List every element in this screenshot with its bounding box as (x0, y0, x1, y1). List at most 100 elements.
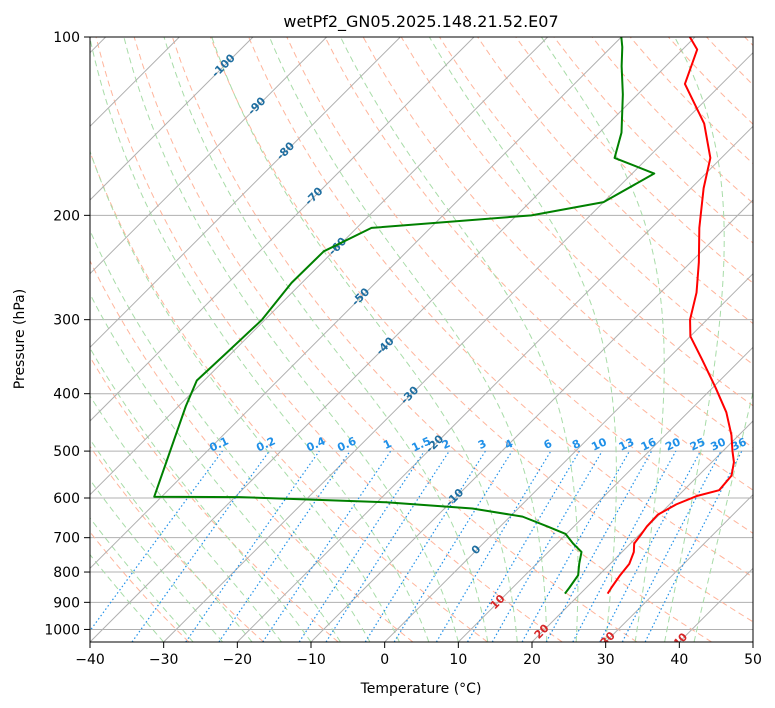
mixing-ratio-line (644, 450, 743, 642)
y-tick-label: 400 (53, 387, 80, 403)
plot-frame (89, 36, 754, 643)
isotherm-line (163, 51, 753, 642)
isotherm-line (531, 420, 753, 642)
dry-adiabat-line (706, 37, 753, 86)
isotherm-line (236, 125, 753, 642)
x-tick-label: −40 (75, 652, 105, 668)
isotherm-line (457, 346, 753, 642)
y-tick-label: 200 (53, 208, 80, 224)
isotherm-line (90, 37, 254, 201)
dry-adiabat-line (744, 37, 753, 47)
isotherm-line (90, 37, 696, 642)
dry-adiabat-line (171, 37, 712, 642)
mixing-ratio-label: 16 (639, 435, 659, 453)
isotherm-label: 30 (598, 629, 618, 649)
dry-adiabat-line (133, 37, 638, 642)
moist-adiabat-line (163, 37, 489, 642)
mixing-ratio-line (218, 450, 351, 642)
isotherm-label: -100 (209, 51, 238, 80)
mixing-ratio-line (325, 450, 450, 642)
x-tick-label: −10 (296, 652, 326, 668)
dewpoint-profile-line (153, 37, 656, 595)
mixing-ratio-line (521, 450, 631, 642)
dry-adiabat-line (90, 356, 339, 642)
y-tick-label: 600 (53, 491, 80, 507)
isotherm-label: 40 (670, 630, 690, 650)
x-axis-label: Temperature (°C) (360, 681, 482, 697)
mixing-ratio-line (545, 450, 653, 642)
moist-adiabat-line (90, 292, 341, 642)
moist-adiabat-line (90, 149, 400, 642)
moist-adiabat-line (90, 517, 194, 642)
dry-adiabat-line (477, 37, 753, 325)
moist-adiabat-line (693, 390, 753, 642)
dry-adiabat-line (515, 37, 753, 284)
dry-adiabat-line (668, 37, 753, 125)
mixing-ratio-label: 20 (663, 435, 683, 453)
moist-adiabat-line (211, 37, 518, 642)
dry-adiabat-line (286, 37, 753, 534)
mixing-ratio-label: 30 (708, 435, 728, 453)
isotherm-line (605, 493, 753, 642)
isotherm-line (90, 37, 622, 570)
isotherm-line (384, 272, 753, 642)
moist-adiabat-line (428, 37, 617, 642)
dry-adiabat-line (248, 37, 753, 578)
moist-adiabat-line (90, 395, 282, 642)
dry-adiabat-line (95, 37, 563, 642)
mixing-ratio-label: 2 (440, 437, 452, 452)
mixing-ratio-line (185, 450, 320, 642)
mixing-ratio-label: 8 (570, 437, 582, 452)
dry-adiabat-line (591, 37, 753, 204)
dry-adiabat-line (90, 259, 414, 642)
mixing-ratio-line (393, 450, 513, 642)
isotherm-label: -80 (274, 139, 297, 162)
dry-adiabat-line (90, 531, 190, 642)
x-tick-label: 0 (380, 652, 389, 668)
moist-adiabat-line (123, 37, 459, 642)
background-lines (90, 37, 753, 642)
mixing-ratio-label: 1 (381, 437, 393, 452)
isotherm-line (310, 199, 753, 642)
isotherm-label: -70 (302, 184, 325, 207)
y-tick-label: 300 (53, 313, 80, 329)
y-tick-label: 800 (53, 565, 80, 581)
isotherm-line (90, 37, 328, 275)
mixing-ratio-line (298, 450, 425, 642)
y-tick-label: 1000 (44, 622, 80, 638)
mixing-ratio-label: 25 (688, 435, 707, 453)
isotherm-line (90, 37, 475, 422)
x-axis: −40 −30 −20 −10 0 10 20 30 40 50 (75, 642, 762, 668)
y-axis: 100 200 300 400 500 600 700 800 900 1000 (44, 30, 90, 638)
mixing-ratio-line (262, 450, 392, 642)
moist-adiabat-line (90, 37, 430, 642)
mixing-ratio-label: 13 (617, 435, 636, 453)
moist-adiabat-line (90, 229, 371, 642)
x-tick-label: 20 (523, 652, 541, 668)
mixing-ratio-label: 36 (729, 435, 749, 453)
moist-adiabat-line (90, 553, 165, 642)
chart-title: wetPf2_GN05.2025.148.21.52.E07 (283, 12, 558, 32)
y-axis-label: Pressure (hPa) (12, 289, 28, 389)
x-tick-label: −20 (223, 652, 253, 668)
sounding-series (153, 37, 735, 595)
x-tick-label: 10 (449, 652, 467, 668)
temperature-profile-line (606, 37, 735, 595)
x-tick-label: 50 (744, 652, 762, 668)
mixing-ratio-line (131, 450, 270, 642)
y-tick-label: 700 (53, 531, 80, 547)
mixing-ratio-line (572, 450, 677, 642)
dry-adiabat-line (553, 37, 753, 244)
x-tick-label: 30 (597, 652, 615, 668)
isotherm-label: 0 (469, 542, 484, 557)
mixing-ratio-line (90, 450, 223, 632)
moist-adiabat-line (90, 438, 253, 642)
moist-adiabat-line (664, 37, 725, 642)
moist-adiabat-line (90, 347, 312, 642)
moist-adiabat-line (90, 479, 223, 642)
dry-adiabat-line (90, 445, 264, 642)
y-tick-label: 100 (53, 30, 80, 46)
isotherm-line (752, 641, 753, 642)
x-tick-label: −30 (149, 652, 179, 668)
